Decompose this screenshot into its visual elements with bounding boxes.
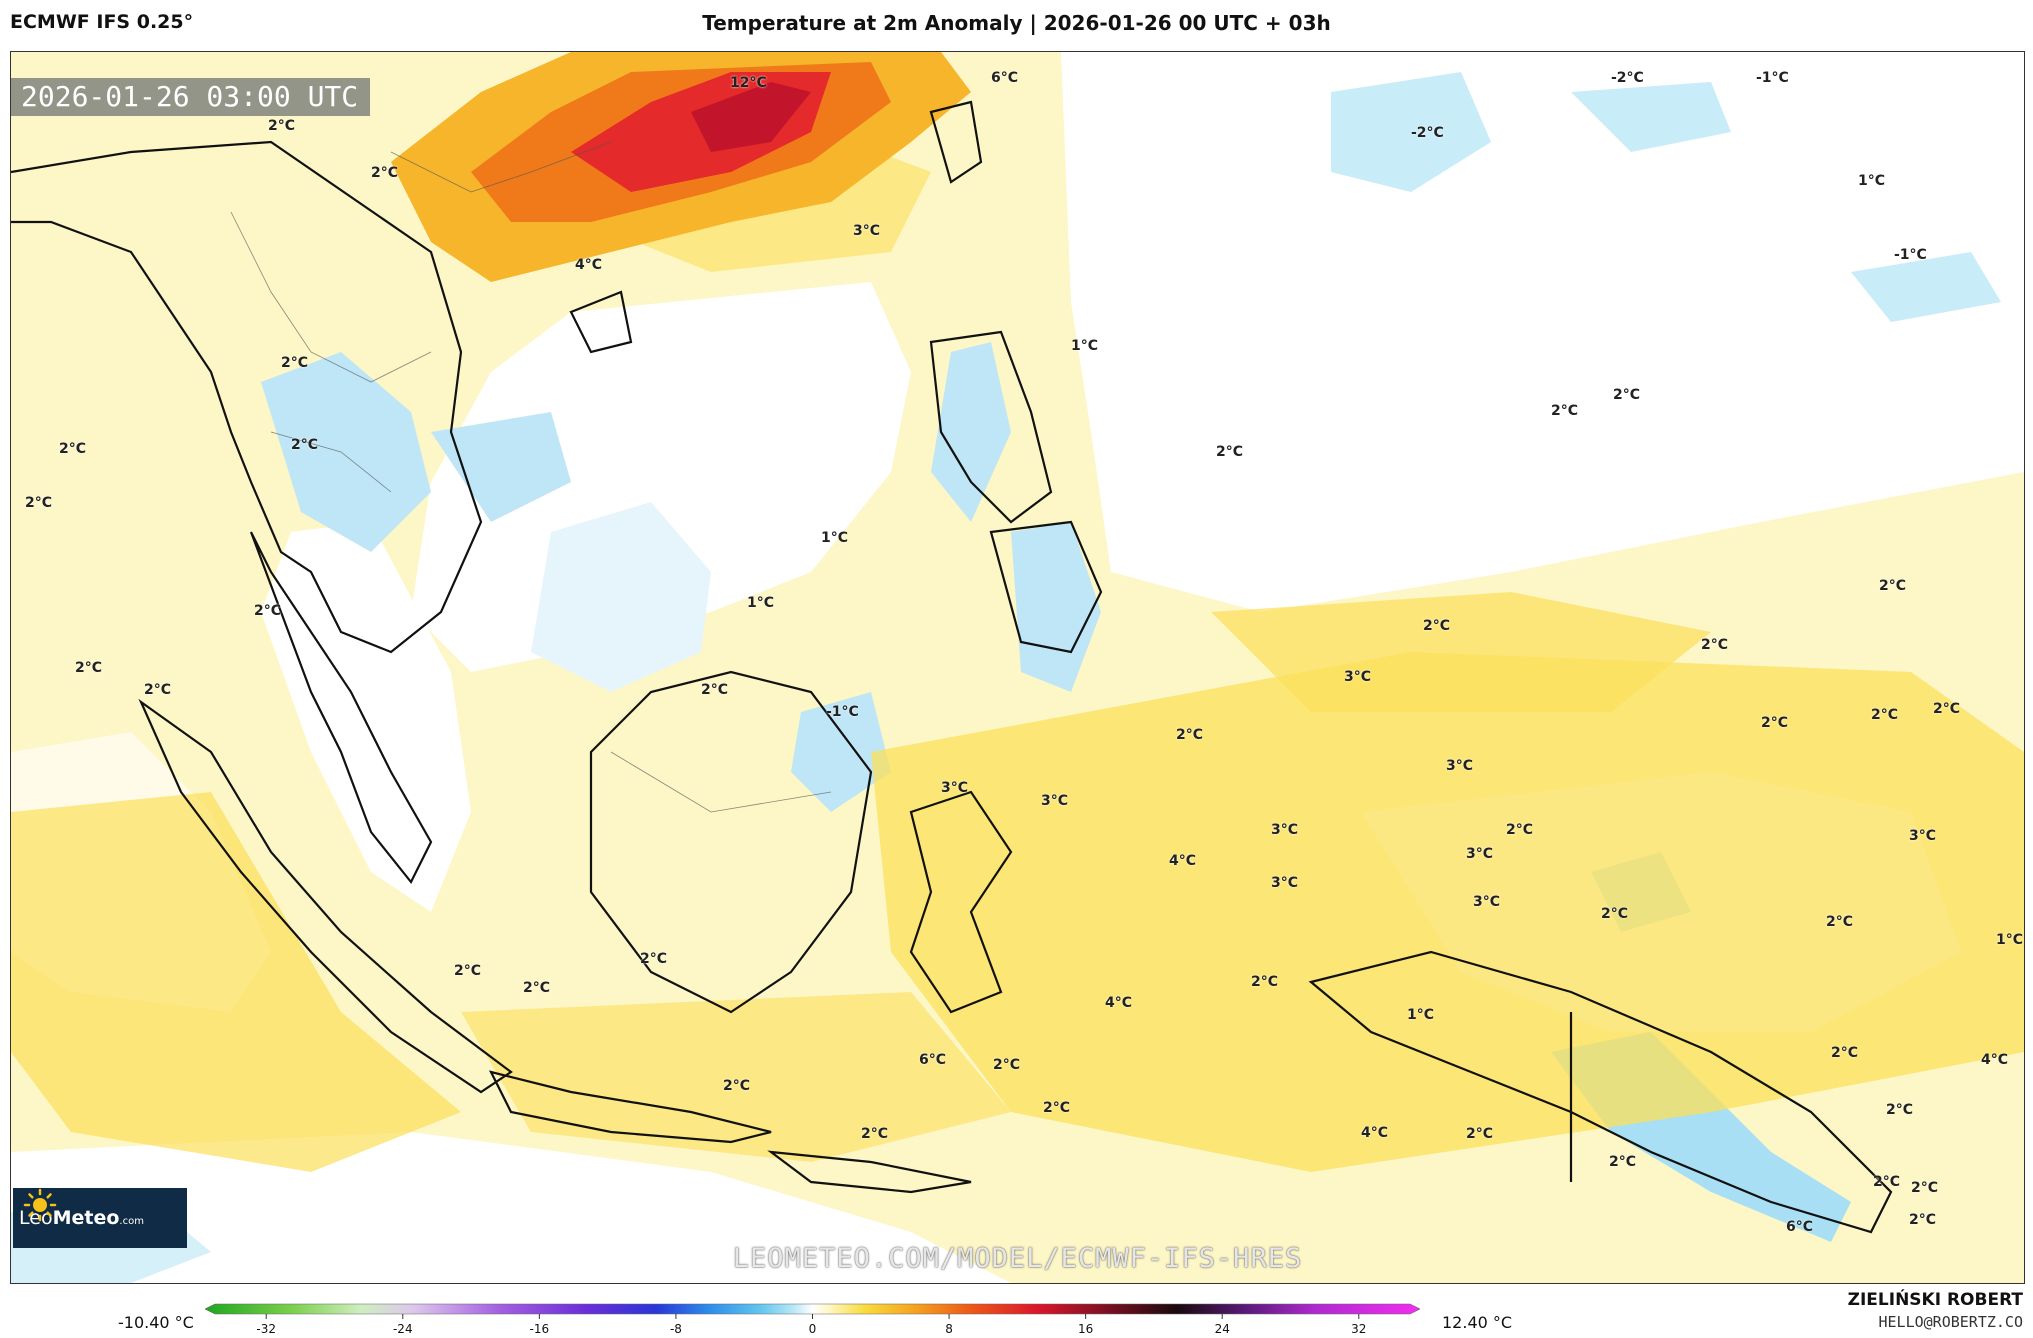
temp-label: 2°C xyxy=(371,165,399,181)
temp-label: 2°C xyxy=(1466,1126,1494,1142)
author-email: HELLO@ROBERTZ.CO xyxy=(1878,1313,2024,1331)
temp-label: 3°C xyxy=(1271,875,1299,891)
temp-label: 2°C xyxy=(1701,637,1729,653)
colorbar-tick-label: -32 xyxy=(256,1322,277,1336)
colorbar-tick-label: 24 xyxy=(1214,1322,1230,1336)
temp-label: -1°C xyxy=(826,704,859,720)
temp-label: 2°C xyxy=(1216,444,1244,460)
temp-label: 1°C xyxy=(1858,173,1886,189)
temp-label: 2°C xyxy=(1871,707,1899,723)
colorbar-tick-label: 0 xyxy=(808,1322,817,1336)
temp-label: 2°C xyxy=(1909,1212,1937,1228)
colorbar-tick-label: 8 xyxy=(945,1322,953,1336)
colorbar-tick-label: 16 xyxy=(1078,1322,1094,1336)
temp-label: 2°C xyxy=(1761,715,1789,731)
temp-label: 2°C xyxy=(454,963,482,979)
temp-label: 1°C xyxy=(1407,1007,1435,1023)
temp-label: 2°C xyxy=(723,1078,751,1094)
temp-label: 2°C xyxy=(144,682,172,698)
colorbar-min-value: -10.40 °C xyxy=(118,1313,194,1332)
temp-label: 2°C xyxy=(1873,1174,1901,1190)
temp-label: 2°C xyxy=(254,603,282,619)
temp-label: 2°C xyxy=(1043,1100,1071,1116)
temp-label: 2°C xyxy=(1911,1180,1939,1196)
temp-label: 3°C xyxy=(1466,846,1494,862)
temp-label: 2°C xyxy=(1601,906,1629,922)
chart-title: Temperature at 2m Anomaly | 2026-01-26 0… xyxy=(702,11,1331,35)
temp-label: 3°C xyxy=(1473,894,1501,910)
temp-label: 12°C xyxy=(730,75,767,91)
temp-label: 2°C xyxy=(1826,914,1854,930)
colorbar-max-value: 12.40 °C xyxy=(1442,1313,1513,1332)
temp-label: 4°C xyxy=(575,257,603,273)
temp-label: 2°C xyxy=(25,495,53,511)
sun-icon xyxy=(23,1188,57,1222)
temp-label: 4°C xyxy=(1169,853,1197,869)
temp-label: 2°C xyxy=(1613,387,1641,403)
temp-label: 3°C xyxy=(853,223,881,239)
source-watermark: LEOMETEO.COM/MODEL/ECMWF-IFS-HRES xyxy=(732,1243,1303,1274)
temp-label: 3°C xyxy=(1446,758,1474,774)
temp-label: 3°C xyxy=(1271,822,1299,838)
temp-label: 2°C xyxy=(59,441,87,457)
colorbar xyxy=(205,1303,1420,1319)
temp-label: 2°C xyxy=(640,951,668,967)
temp-label: 3°C xyxy=(941,780,969,796)
temp-label: 6°C xyxy=(919,1052,947,1068)
leometeo-logo[interactable]: LeoMeteo.com xyxy=(13,1188,187,1248)
colorbar-gradient xyxy=(205,1303,1420,1315)
temp-label: 4°C xyxy=(1361,1125,1389,1141)
map-panel[interactable]: 2026-01-26 03:00 UTC 2°C 12°C 6°C -2°C -… xyxy=(10,51,2025,1284)
temp-label: 2°C xyxy=(993,1057,1021,1073)
temp-label: -2°C xyxy=(1611,70,1644,86)
temp-label: -1°C xyxy=(1894,247,1927,263)
temp-label: -2°C xyxy=(1411,125,1444,141)
temp-label: 2°C xyxy=(861,1126,889,1142)
temp-label: 2°C xyxy=(1551,403,1579,419)
temp-label: 6°C xyxy=(991,70,1019,86)
temp-label: 2°C xyxy=(1933,701,1961,717)
colorbar-tick-label: 32 xyxy=(1351,1322,1367,1336)
author-credit: ZIELIŃSKI ROBERT xyxy=(1847,1290,2023,1310)
temp-label: 2°C xyxy=(1609,1154,1637,1170)
temp-label: 1°C xyxy=(747,595,775,611)
temp-label: 1°C xyxy=(821,530,849,546)
temp-label: 2°C xyxy=(1423,618,1451,634)
temp-label: 2°C xyxy=(75,660,103,676)
temp-label: 2°C xyxy=(1506,822,1534,838)
temp-label: 2°C xyxy=(1879,578,1907,594)
temp-label: 2°C xyxy=(291,437,319,453)
temp-label: 2°C xyxy=(1831,1045,1859,1061)
temp-label: 1°C xyxy=(1996,932,2024,948)
temp-label: 3°C xyxy=(1344,669,1372,685)
temp-label: 4°C xyxy=(1105,995,1133,1011)
anomaly-map xyxy=(11,52,2024,1283)
temp-label: -1°C xyxy=(1756,70,1789,86)
temp-label: 6°C xyxy=(1786,1219,1814,1235)
temp-label: 2°C xyxy=(1176,727,1204,743)
model-name: ECMWF IFS 0.25° xyxy=(10,11,194,33)
temp-label: 1°C xyxy=(1071,338,1099,354)
colorbar-tick-label: -8 xyxy=(669,1322,682,1336)
temp-label: 2°C xyxy=(268,118,296,134)
temp-label: 2°C xyxy=(281,355,309,371)
temp-label: 3°C xyxy=(1041,793,1069,809)
valid-time-badge: 2026-01-26 03:00 UTC xyxy=(11,78,371,116)
colorbar-tick-label: -16 xyxy=(529,1322,550,1336)
colorbar-tick-label: -24 xyxy=(392,1322,413,1336)
logo-wordmark: LeoMeteo.com xyxy=(19,1207,144,1229)
temp-label: 2°C xyxy=(523,980,551,996)
temp-label: 2°C xyxy=(1251,974,1279,990)
temp-label: 4°C xyxy=(1981,1052,2009,1068)
temp-label: 2°C xyxy=(1886,1102,1914,1118)
temp-label: 2°C xyxy=(701,682,729,698)
temp-label: 3°C xyxy=(1909,828,1937,844)
